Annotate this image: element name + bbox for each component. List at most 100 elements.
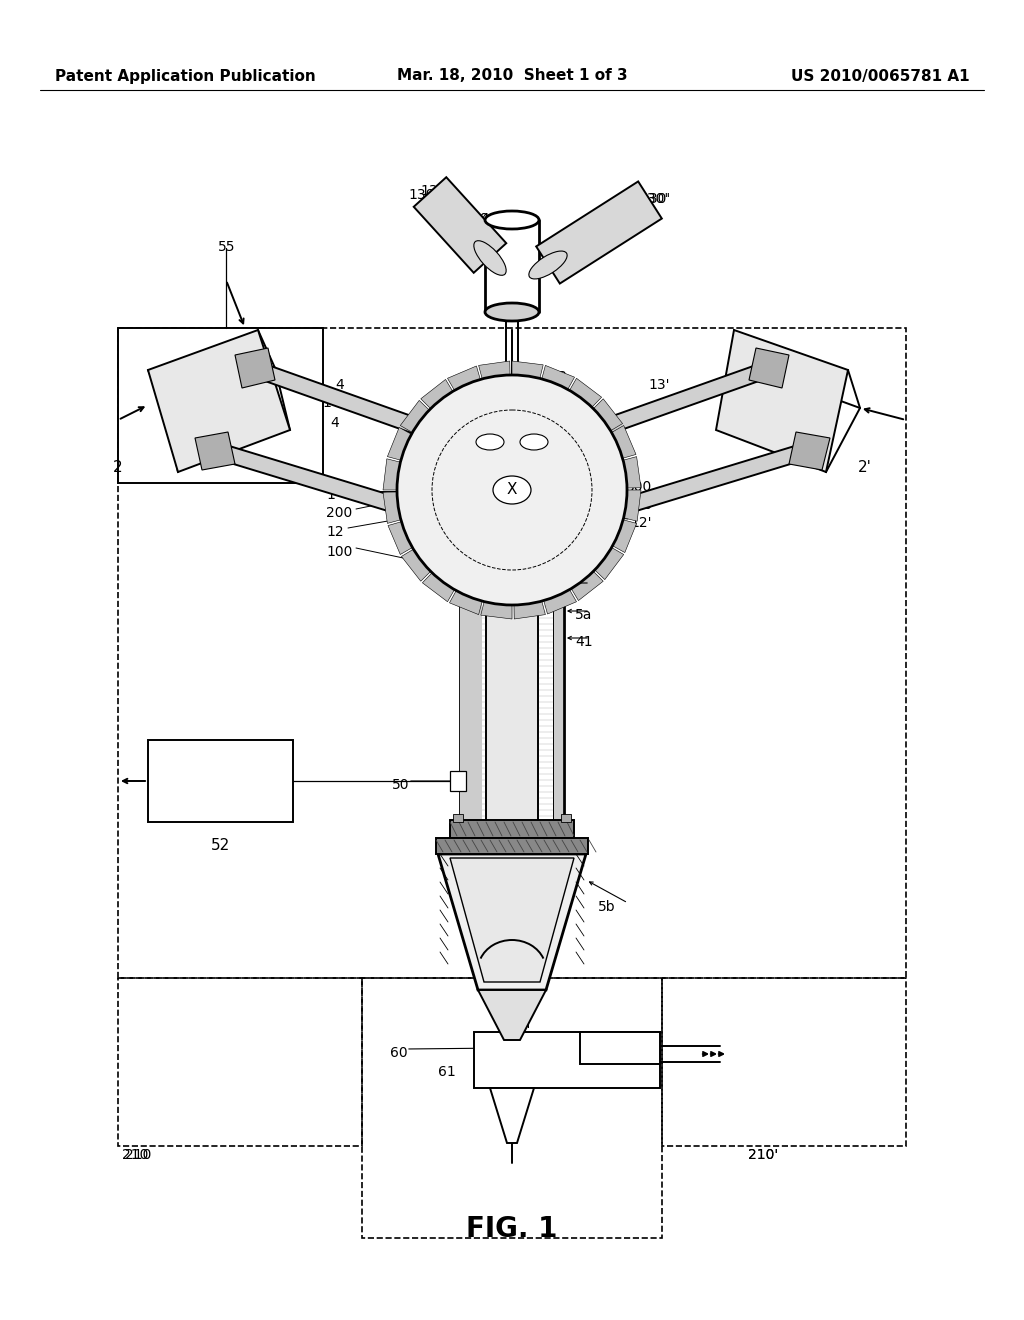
Polygon shape <box>594 363 769 437</box>
Text: 4: 4 <box>335 378 344 392</box>
Polygon shape <box>543 587 577 614</box>
Bar <box>450 820 574 838</box>
Bar <box>460 601 482 828</box>
Polygon shape <box>421 379 454 411</box>
Bar <box>662 978 906 1146</box>
Polygon shape <box>609 442 811 517</box>
Bar <box>453 814 463 822</box>
Polygon shape <box>255 363 430 437</box>
Polygon shape <box>622 490 641 521</box>
Polygon shape <box>592 399 623 432</box>
Text: 12: 12 <box>326 525 344 539</box>
Text: 5a: 5a <box>575 609 592 622</box>
Text: 3': 3' <box>570 400 583 414</box>
Polygon shape <box>716 330 848 473</box>
Text: 14: 14 <box>322 396 340 411</box>
Ellipse shape <box>520 434 548 450</box>
Polygon shape <box>478 360 510 381</box>
Polygon shape <box>490 1088 534 1143</box>
Text: 55: 55 <box>218 240 236 253</box>
Polygon shape <box>438 854 586 990</box>
Bar <box>580 1032 660 1064</box>
Bar <box>450 771 466 791</box>
Text: 41: 41 <box>575 635 593 649</box>
Polygon shape <box>447 366 481 392</box>
Bar <box>362 978 662 1238</box>
Text: 300: 300 <box>626 480 652 494</box>
Polygon shape <box>542 366 574 391</box>
Polygon shape <box>478 990 546 1040</box>
Polygon shape <box>790 432 830 470</box>
Text: 5b: 5b <box>598 900 615 913</box>
Polygon shape <box>450 589 482 615</box>
Polygon shape <box>400 400 431 433</box>
Polygon shape <box>512 360 543 380</box>
Text: 130': 130' <box>638 191 669 206</box>
Text: 40: 40 <box>575 579 593 594</box>
Ellipse shape <box>528 251 567 279</box>
Polygon shape <box>570 570 603 601</box>
Text: 210: 210 <box>122 1148 148 1162</box>
Polygon shape <box>514 599 546 619</box>
Text: 4: 4 <box>330 416 339 430</box>
Polygon shape <box>611 519 637 553</box>
Bar <box>436 838 588 854</box>
Text: X: X <box>507 483 517 498</box>
Ellipse shape <box>493 477 531 504</box>
Text: 140: 140 <box>472 213 499 226</box>
Polygon shape <box>422 572 456 602</box>
Ellipse shape <box>476 434 504 450</box>
Polygon shape <box>401 548 432 581</box>
Text: 12': 12' <box>630 516 651 531</box>
Polygon shape <box>568 379 602 409</box>
Text: 140: 140 <box>462 213 488 226</box>
Text: 50: 50 <box>392 777 410 792</box>
Text: 210: 210 <box>125 1148 152 1162</box>
Text: 200: 200 <box>326 506 352 520</box>
Text: US 2010/0065781 A1: US 2010/0065781 A1 <box>792 69 970 83</box>
Ellipse shape <box>474 240 506 276</box>
Polygon shape <box>383 492 402 524</box>
Polygon shape <box>234 348 275 388</box>
Text: 60: 60 <box>390 1045 408 1060</box>
Text: 210': 210' <box>748 1148 778 1162</box>
Polygon shape <box>148 330 290 473</box>
Polygon shape <box>414 177 506 273</box>
Bar <box>148 741 293 822</box>
Polygon shape <box>383 459 402 490</box>
Ellipse shape <box>485 304 539 321</box>
Polygon shape <box>450 858 574 982</box>
Text: 70: 70 <box>560 1040 578 1053</box>
Text: X': X' <box>518 1002 531 1016</box>
Text: 130': 130' <box>640 191 671 206</box>
Polygon shape <box>537 181 662 284</box>
Bar <box>554 601 563 828</box>
Bar <box>118 327 906 978</box>
Text: 2: 2 <box>113 459 123 475</box>
Text: 2': 2' <box>858 459 871 475</box>
Text: 61: 61 <box>438 1065 456 1078</box>
Polygon shape <box>388 521 414 554</box>
Bar <box>118 978 362 1146</box>
Text: 15: 15 <box>575 554 593 569</box>
Bar <box>561 814 571 822</box>
Text: 200': 200' <box>626 498 656 512</box>
Text: 13': 13' <box>648 378 670 392</box>
Polygon shape <box>593 546 624 579</box>
Text: X': X' <box>518 1023 531 1038</box>
Polygon shape <box>481 599 512 619</box>
Polygon shape <box>213 442 415 517</box>
Polygon shape <box>749 348 790 388</box>
Text: 130: 130 <box>420 183 446 198</box>
Text: 3: 3 <box>558 370 566 384</box>
Text: Mar. 18, 2010  Sheet 1 of 3: Mar. 18, 2010 Sheet 1 of 3 <box>396 69 628 83</box>
Polygon shape <box>387 428 413 461</box>
Bar <box>118 327 323 483</box>
Polygon shape <box>622 457 641 488</box>
Text: FIG. 1: FIG. 1 <box>466 1214 558 1243</box>
Polygon shape <box>610 425 636 459</box>
Text: 210': 210' <box>748 1148 778 1162</box>
Bar <box>474 1032 660 1088</box>
Text: 52: 52 <box>210 838 229 853</box>
Polygon shape <box>195 432 234 470</box>
